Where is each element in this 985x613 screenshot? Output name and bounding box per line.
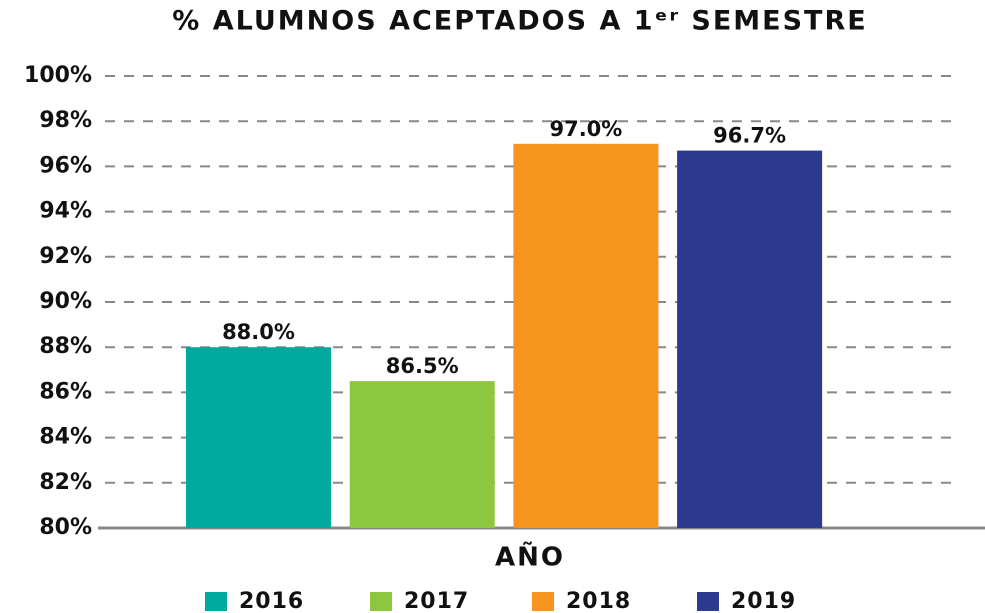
bar [513,143,659,529]
bar [677,150,823,528]
y-tick-label: 86% [39,379,92,404]
value-label: 88.0% [222,320,295,344]
chart-title: % ALUMNOS ACEPTADOS A 1ᵉʳ SEMESTRE [172,6,867,37]
legend-label: 2018 [566,589,631,613]
y-tick-label: 90% [39,289,92,314]
value-label: 96.7% [713,124,786,148]
legend-label: 2019 [731,589,796,613]
legend-swatch [532,592,554,611]
bar [186,347,331,528]
legend-swatch [370,592,392,611]
legend-label: 2016 [239,589,304,613]
x-axis-label: AÑO [495,541,565,573]
y-tick-label: 88% [39,334,92,359]
y-tick-label: 84% [39,425,92,450]
legend-label: 2017 [404,589,469,613]
value-label: 86.5% [386,354,459,378]
y-tick-label: 100% [24,63,92,88]
y-tick-label: 82% [39,470,92,495]
legend-swatch [205,592,227,611]
bar [349,381,495,528]
y-tick-label: 94% [39,199,92,224]
value-label: 97.0% [549,117,622,141]
y-tick-label: 96% [39,153,92,178]
y-tick-label: 80% [39,515,92,540]
y-tick-label: 98% [39,108,92,133]
y-tick-label: 92% [39,244,92,269]
legend-swatch [697,592,719,611]
